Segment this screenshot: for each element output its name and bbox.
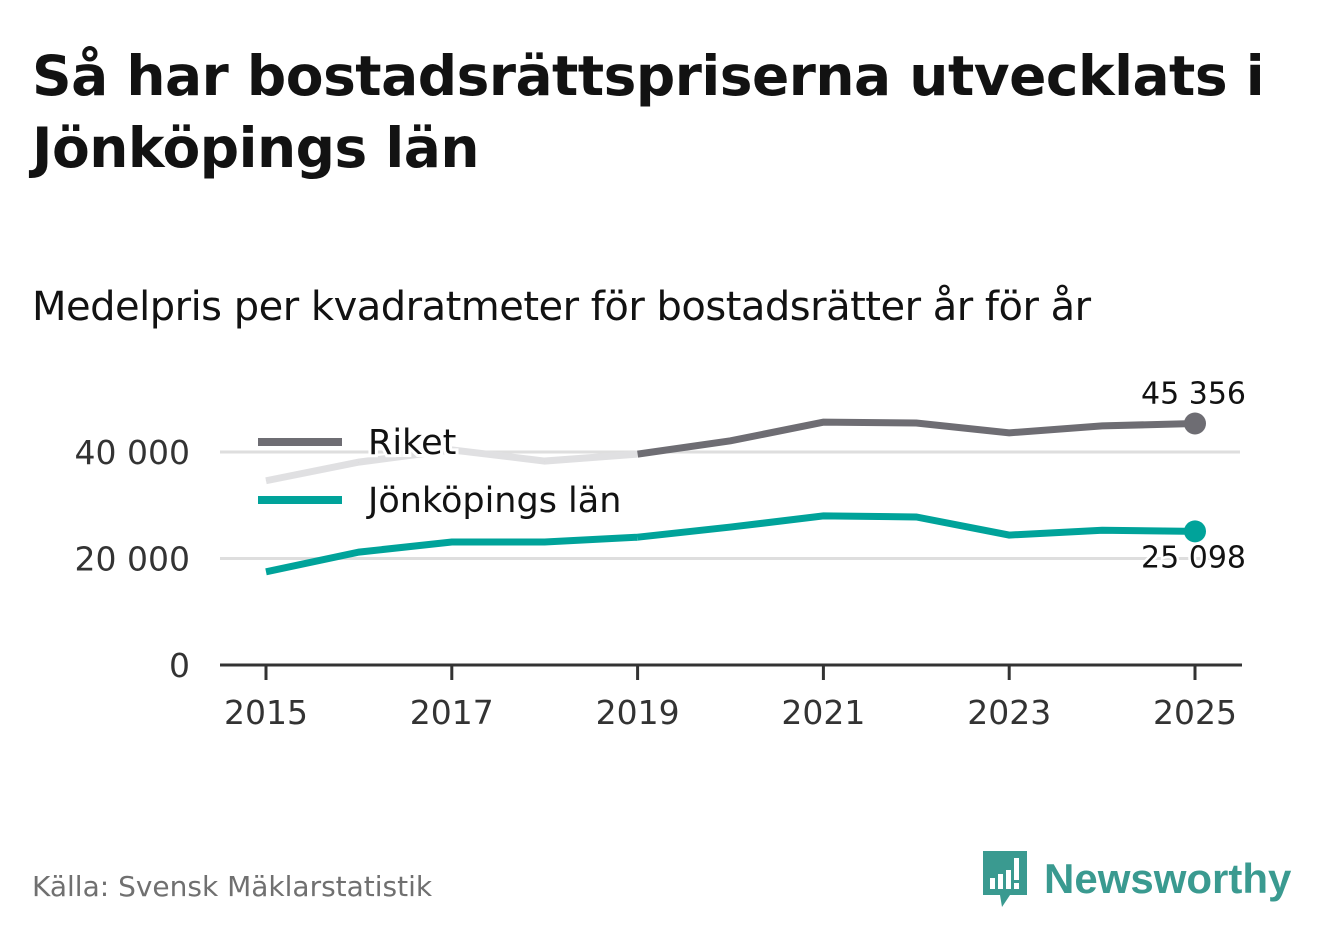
legend-label: Riket [368,423,456,463]
y-tick-label: 0 [169,646,190,685]
series-line-1 [637,512,1196,541]
line-chart: 0 20 000 40 000 2015 2017 2019 2021 2023 2025 45 … [74,376,1246,732]
end-point-marker [1184,520,1206,543]
x-tick-label: 2019 [596,693,680,732]
logo-icon [983,851,1027,907]
brand-name: Newsworthy [1044,855,1292,902]
newsworthy-logo: Newsworthy [980,848,1291,910]
end-value-label: 25 098 [1141,540,1246,575]
series-line-0 [637,418,1196,458]
source-note: Källa: Svensk Mäklarstatistik [32,870,433,903]
y-tick-label: 20 000 [75,540,190,579]
x-tick-label: 2021 [781,693,865,732]
y-tick-label: 40 000 [75,433,190,472]
x-tick-label: 2015 [224,693,308,732]
x-tick-label: 2017 [410,693,494,732]
page-title: Så har bostadsrättspriserna utvecklats i… [32,44,1265,180]
legend-label: Jönköpings län [366,481,621,521]
x-tick-label: 2025 [1153,693,1237,732]
x-tick-label: 2023 [967,693,1051,732]
end-point-marker [1184,412,1206,435]
chart-subtitle: Medelpris per kvadratmeter för bostadsrä… [32,284,1091,330]
end-value-label: 45 356 [1141,376,1246,411]
series-line-faded-1 [265,533,638,576]
